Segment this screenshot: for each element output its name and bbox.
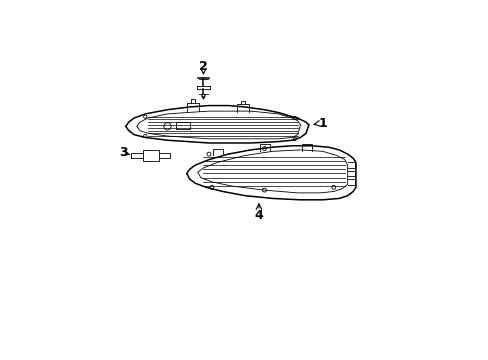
Text: 2: 2: [199, 60, 207, 73]
Text: 1: 1: [318, 117, 326, 130]
Text: 4: 4: [254, 208, 263, 221]
Text: 3: 3: [119, 146, 127, 159]
Bar: [175, 122, 189, 129]
